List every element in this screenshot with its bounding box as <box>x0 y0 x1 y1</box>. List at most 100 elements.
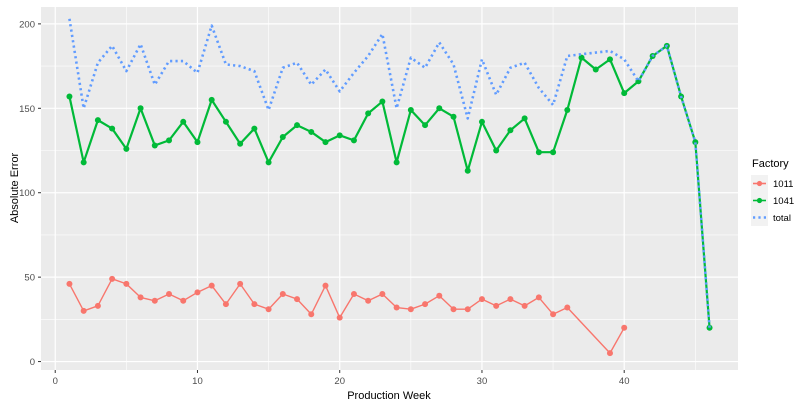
series-line-total <box>68 18 711 328</box>
y-tick-label: 0 <box>30 357 35 368</box>
legend-key-point <box>756 197 763 204</box>
data-point-1041 <box>308 128 315 135</box>
data-point-1011 <box>166 291 173 298</box>
data-point-1041 <box>151 142 158 149</box>
data-point-1041 <box>578 54 585 61</box>
data-point-1041 <box>265 159 272 166</box>
data-point-1041 <box>109 125 116 132</box>
data-point-1041 <box>208 96 215 103</box>
legend-item-total: total <box>751 209 791 226</box>
data-point-1041 <box>66 93 73 100</box>
data-point-1011 <box>621 324 628 331</box>
legend-label: 1011 <box>773 179 793 190</box>
data-point-1041 <box>137 105 144 112</box>
legend: Factory 1011 1041 total <box>751 158 794 226</box>
data-point-1011 <box>493 302 500 309</box>
data-point-1041 <box>550 149 557 156</box>
data-point-1011 <box>564 304 571 311</box>
data-point-1041 <box>180 118 187 125</box>
data-point-1011 <box>450 306 457 313</box>
data-point-1041 <box>393 159 400 166</box>
legend-key-point <box>756 180 763 187</box>
major-gridlines <box>41 7 738 370</box>
data-point-1011 <box>606 350 613 357</box>
data-point-1011 <box>550 311 557 318</box>
minor-gridlines <box>41 7 738 370</box>
data-point-1041 <box>294 122 301 129</box>
legend-item-1011: 1011 <box>751 175 793 192</box>
data-point-1041 <box>422 122 429 129</box>
data-point-1011 <box>393 304 400 311</box>
data-point-1011 <box>422 301 429 308</box>
data-point-1041 <box>222 118 229 125</box>
x-tick-label: 10 <box>192 376 203 387</box>
data-point-1011 <box>237 280 244 287</box>
data-point-1041 <box>336 132 343 139</box>
data-point-1041 <box>621 90 628 97</box>
data-point-1011 <box>379 291 386 298</box>
plot-panel <box>41 7 738 370</box>
data-point-1041 <box>379 98 386 105</box>
data-point-1011 <box>265 306 272 313</box>
data-point-1011 <box>365 297 372 304</box>
data-point-1041 <box>507 127 514 134</box>
data-point-1041 <box>692 139 699 146</box>
data-point-1011 <box>251 301 258 308</box>
x-tick-label: 40 <box>619 376 630 387</box>
data-point-1041 <box>436 105 443 112</box>
data-point-1041 <box>478 118 485 125</box>
data-point-1041 <box>237 140 244 147</box>
data-point-1011 <box>123 280 130 287</box>
data-point-1011 <box>94 302 101 309</box>
x-axis-title: Production Week <box>347 390 431 402</box>
x-tick-label: 30 <box>477 376 488 387</box>
data-point-1041 <box>80 159 87 166</box>
data-point-1041 <box>706 324 713 331</box>
data-point-1011 <box>336 314 343 321</box>
data-point-1041 <box>521 115 528 122</box>
x-tick-label: 20 <box>334 376 345 387</box>
legend-title: Factory <box>752 158 789 170</box>
legend-label: 1041 <box>773 196 794 207</box>
data-point-1041 <box>279 134 286 141</box>
data-point-1011 <box>350 291 357 298</box>
data-point-1011 <box>109 275 116 282</box>
series-1011 <box>66 275 628 357</box>
y-axis: 0 50 100 150 200 <box>19 19 41 368</box>
data-point-1041 <box>564 106 571 113</box>
data-point-1011 <box>308 311 315 318</box>
series-line-1041 <box>68 44 711 328</box>
data-point-1041 <box>464 167 471 174</box>
data-point-1011 <box>521 302 528 309</box>
y-tick-label: 150 <box>19 104 35 115</box>
data-point-1011 <box>322 282 329 289</box>
data-point-1011 <box>180 297 187 304</box>
data-point-1041 <box>592 66 599 73</box>
data-point-1041 <box>166 137 173 144</box>
legend-label: total <box>773 213 791 224</box>
data-point-1011 <box>507 296 514 303</box>
data-point-1011 <box>80 307 87 314</box>
legend-item-1041: 1041 <box>751 192 794 209</box>
data-point-1011 <box>222 301 229 308</box>
x-tick-label: 0 <box>53 376 58 387</box>
data-point-1041 <box>450 113 457 120</box>
series-layer <box>66 18 713 357</box>
data-point-1041 <box>493 147 500 154</box>
data-point-1041 <box>94 117 101 124</box>
data-point-1011 <box>535 294 542 301</box>
data-point-1041 <box>123 145 130 152</box>
y-axis-title: Absolute Error <box>9 153 21 224</box>
data-point-1041 <box>606 56 613 63</box>
data-point-1011 <box>208 282 215 289</box>
data-point-1041 <box>194 139 201 146</box>
data-point-1011 <box>279 291 286 298</box>
series-1041 <box>66 42 713 331</box>
data-point-1041 <box>365 110 372 117</box>
data-point-1011 <box>66 280 73 287</box>
data-point-1041 <box>407 106 414 113</box>
y-tick-label: 200 <box>19 19 35 30</box>
y-tick-label: 50 <box>24 273 35 284</box>
